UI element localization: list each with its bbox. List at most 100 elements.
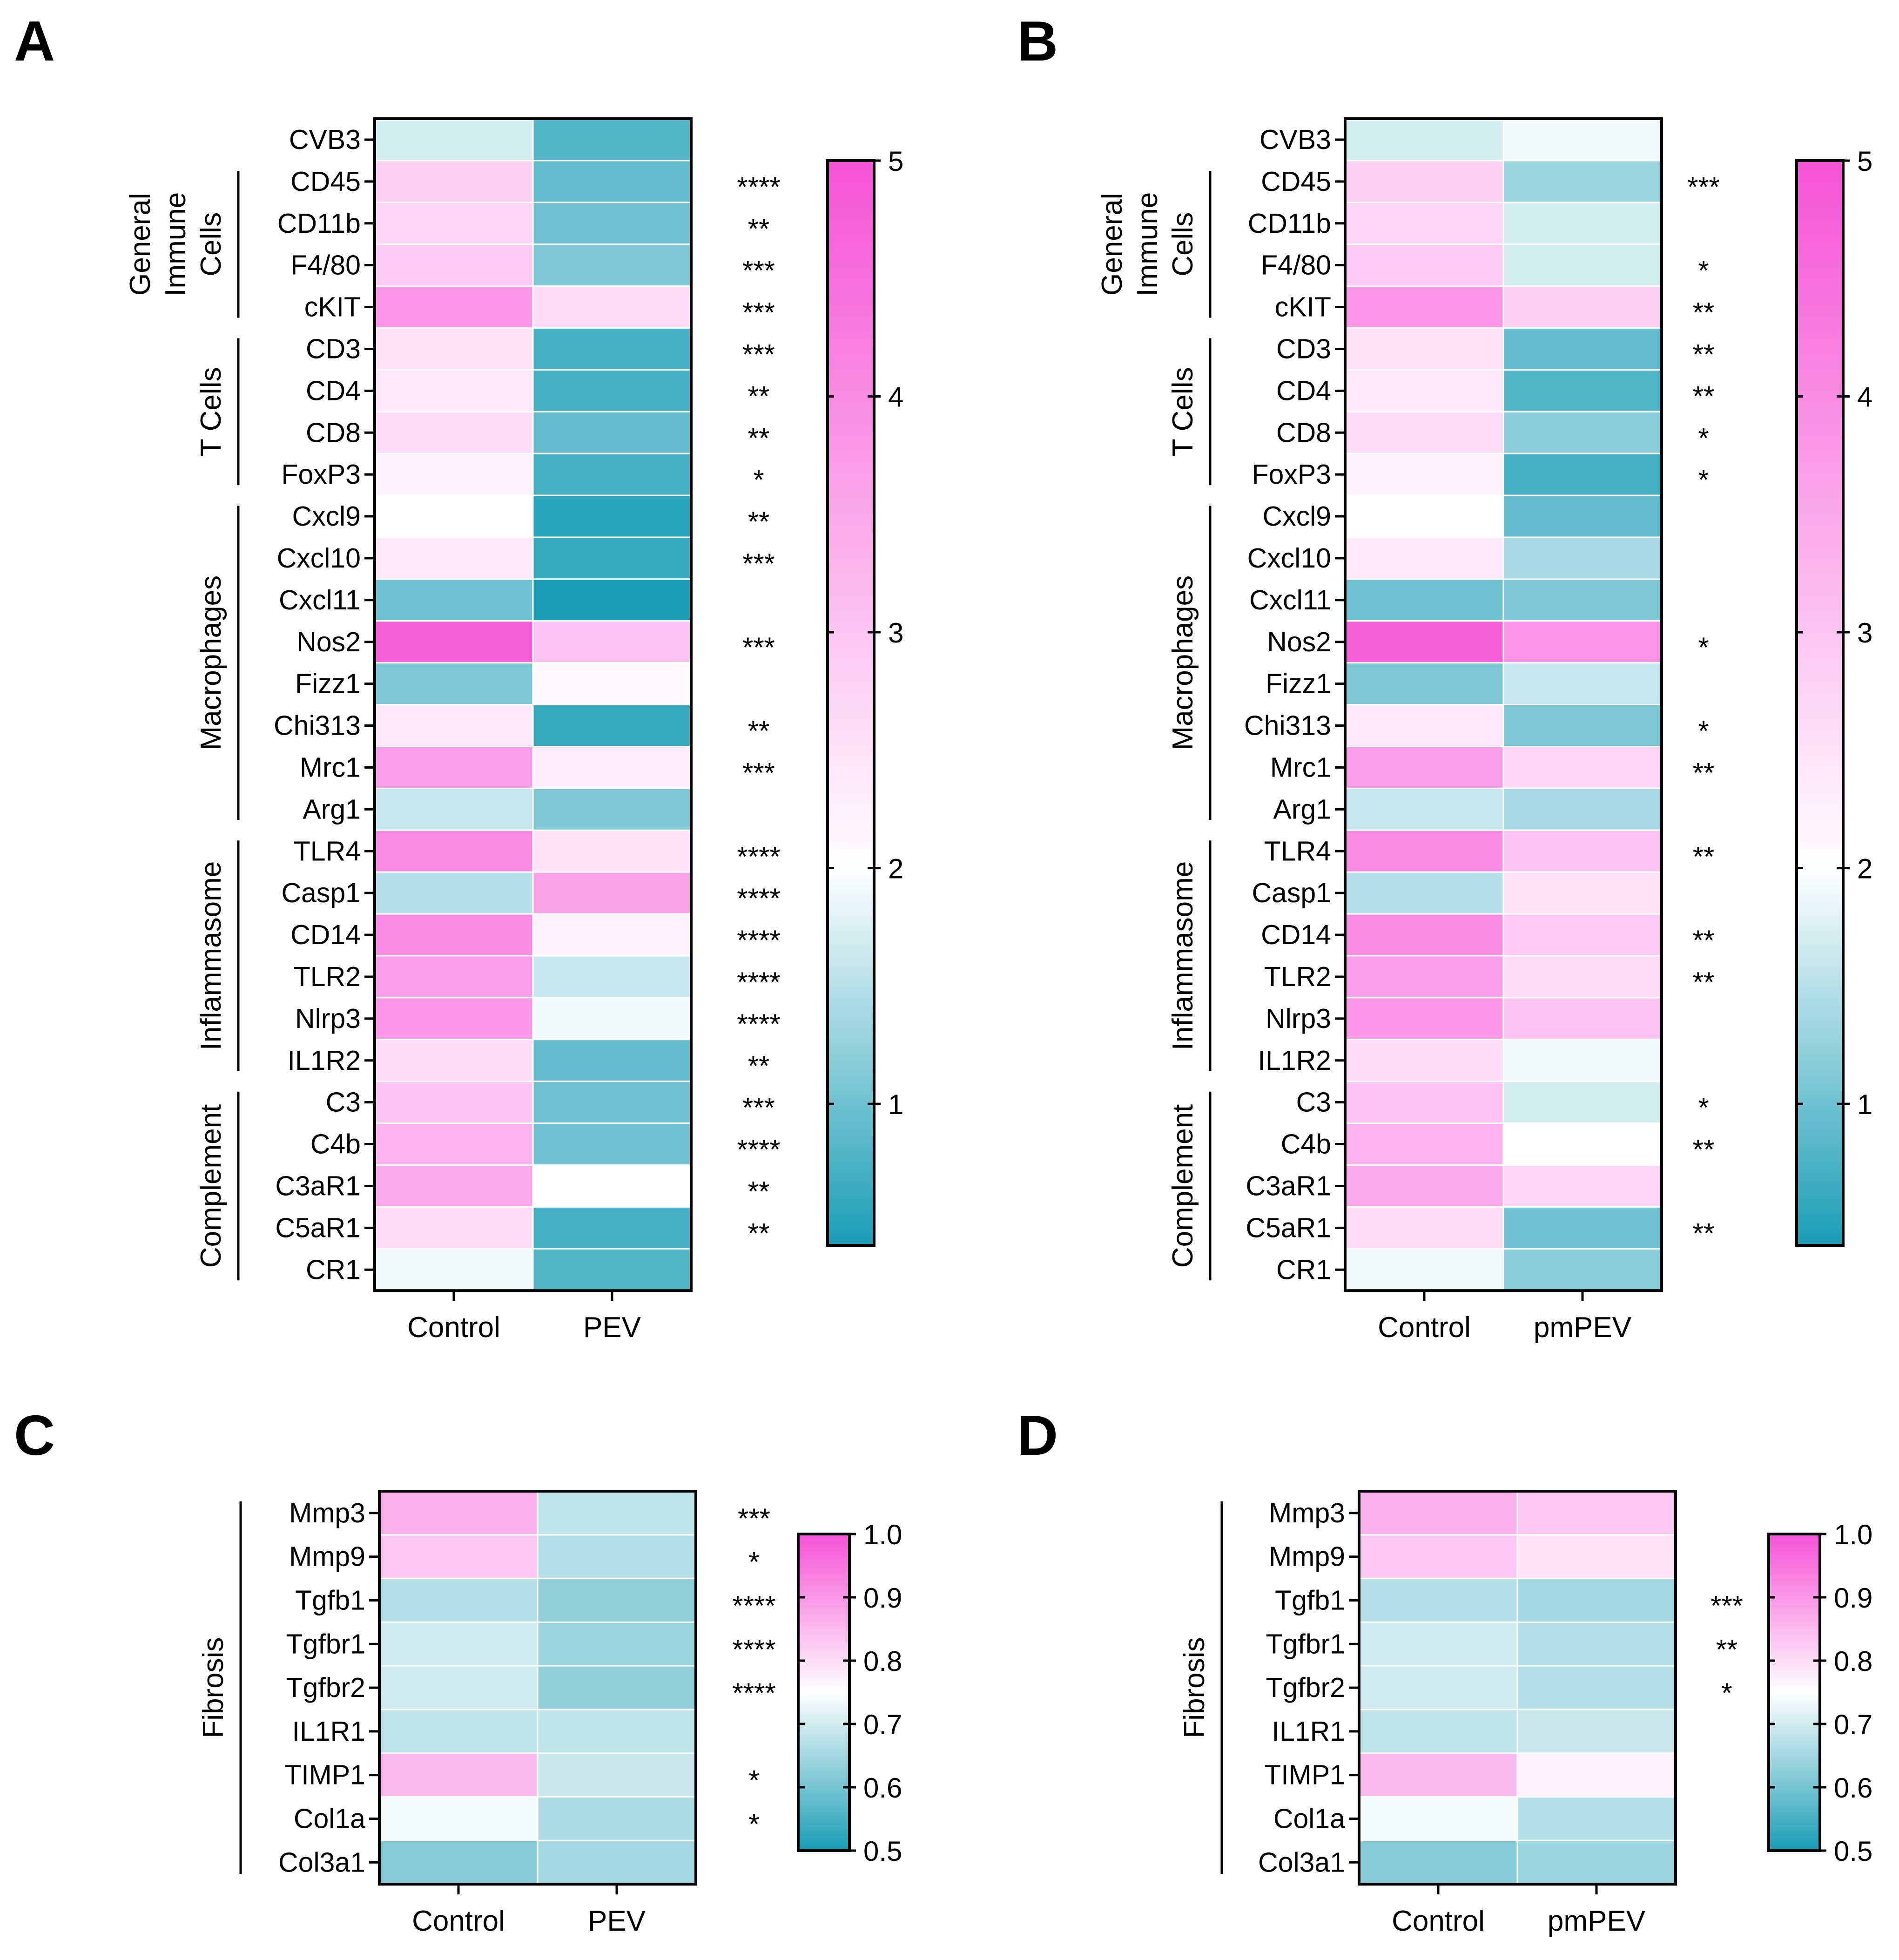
heatmap-cell — [1344, 118, 1504, 162]
significance-label: * — [753, 464, 764, 495]
significance-label: * — [1698, 422, 1709, 453]
significance-label: *** — [742, 255, 775, 286]
row-label: IL1R1 — [292, 1716, 365, 1747]
heatmap-cell — [1516, 1534, 1677, 1580]
heatmap-cell — [537, 1578, 697, 1623]
significance-label: *** — [1687, 171, 1720, 203]
panel-letter: C — [14, 1404, 55, 1467]
group-label: Inflammasome — [195, 861, 227, 1051]
row-label: Tgfbr1 — [1266, 1629, 1345, 1659]
row-label: Nlrp3 — [295, 1003, 361, 1034]
group-label: Fibrosis — [1178, 1637, 1211, 1738]
heatmap-cell — [374, 955, 534, 999]
heatmap-cell — [1502, 620, 1663, 664]
heatmap-cell — [532, 1039, 692, 1082]
significance-label: **** — [737, 883, 780, 914]
row-label: C3 — [1296, 1087, 1331, 1118]
colorbar-tick-label: 3 — [1857, 617, 1872, 649]
row-label: C4b — [310, 1129, 361, 1160]
colorbar-tick-label: 0.5 — [1834, 1836, 1872, 1867]
significance-label: **** — [737, 1008, 780, 1040]
heatmap-cell — [374, 243, 534, 287]
significance-label: ** — [1716, 1634, 1738, 1665]
heatmap-cell — [532, 411, 692, 454]
heatmap-cell — [374, 118, 534, 162]
heatmap-cell — [537, 1621, 697, 1667]
group-label: Macrophages — [195, 575, 227, 750]
heatmap-cell — [1344, 955, 1504, 999]
row-label: Mmp9 — [289, 1541, 365, 1572]
heatmap-cell — [1502, 411, 1663, 454]
heatmap-cell — [374, 285, 534, 329]
heatmap-cell — [537, 1796, 697, 1841]
heatmap-cell — [374, 202, 534, 245]
heatmap-cell — [1516, 1490, 1677, 1536]
heatmap-cell — [374, 1164, 534, 1208]
group-label: Cells — [1167, 212, 1199, 277]
column-label: Control — [1392, 1905, 1485, 1937]
heatmap-cell — [374, 913, 534, 957]
colorbar-tick-label: 0.5 — [863, 1836, 902, 1867]
heatmap-cell — [1344, 704, 1504, 747]
significance-label: ** — [1693, 380, 1715, 412]
row-label: CD4 — [306, 375, 361, 406]
heatmap-cell — [374, 494, 534, 538]
heatmap-cell — [1358, 1796, 1518, 1841]
heatmap-cell — [1358, 1490, 1518, 1536]
heatmap-cell — [1344, 494, 1504, 538]
column-label: pmPEV — [1534, 1311, 1632, 1344]
heatmap-cell — [532, 746, 692, 789]
group-label: T Cells — [1167, 367, 1199, 456]
row-label: C5aR1 — [275, 1212, 361, 1243]
heatmap-cell — [1344, 578, 1504, 622]
row-label: Mmp9 — [1269, 1541, 1345, 1572]
heatmap-cell — [374, 620, 534, 664]
heatmap-cell — [532, 369, 692, 412]
heatmap-cell — [1344, 1248, 1504, 1291]
heatmap-cell — [1358, 1752, 1518, 1798]
heatmap-cell — [532, 160, 692, 203]
heatmap-cell — [532, 243, 692, 287]
colorbar — [826, 159, 875, 1247]
row-label: Cxcl10 — [1247, 543, 1331, 574]
group-label: Immune — [1131, 192, 1164, 297]
heatmap-cell — [1344, 620, 1504, 664]
heatmap-cell — [532, 1248, 692, 1291]
heatmap-cell — [532, 1081, 692, 1124]
column-label: Control — [1378, 1311, 1471, 1344]
heatmap-cell — [532, 1122, 692, 1166]
group-label: Macrophages — [1167, 575, 1199, 750]
heatmap-cell — [1516, 1665, 1677, 1710]
row-label: Tgfbr2 — [286, 1672, 365, 1703]
row-label: CD14 — [1261, 919, 1331, 950]
group-label: Cells — [195, 212, 227, 277]
heatmap-cell — [532, 787, 692, 831]
significance-label: ** — [1693, 338, 1715, 370]
heatmap-cell — [378, 1709, 539, 1754]
row-label: IL1R1 — [1272, 1716, 1345, 1747]
heatmap-cell — [1516, 1578, 1677, 1623]
heatmap-cell — [532, 494, 692, 538]
row-label: Tgfbr1 — [286, 1629, 365, 1659]
significance-label: ** — [1693, 925, 1715, 956]
column-label: pmPEV — [1548, 1905, 1646, 1937]
row-label: C4b — [1281, 1129, 1331, 1160]
row-label: Tgfb1 — [1275, 1585, 1345, 1616]
significance-label: * — [748, 1547, 759, 1578]
row-label: CD8 — [1276, 417, 1331, 448]
significance-label: *** — [742, 1092, 775, 1123]
significance-label: ** — [1693, 757, 1715, 788]
row-label: Tgfb1 — [295, 1585, 365, 1616]
heatmap-cell — [1344, 787, 1504, 831]
heatmap-cell — [374, 662, 534, 706]
significance-label: ** — [748, 1176, 770, 1207]
group-label: T Cells — [195, 367, 227, 456]
row-label: CR1 — [1276, 1254, 1331, 1285]
heatmap-cell — [374, 1248, 534, 1291]
significance-label: **** — [737, 925, 780, 956]
heatmap-cell — [374, 411, 534, 454]
row-label: cKIT — [304, 292, 361, 323]
